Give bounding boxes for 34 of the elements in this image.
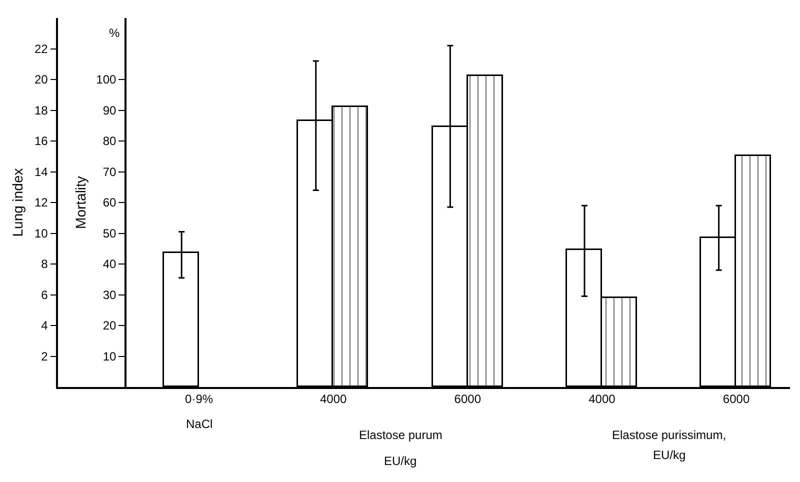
y-tick-label: 8 (41, 257, 48, 272)
text: Elastose purum (359, 428, 442, 442)
text: EU/kg (653, 448, 686, 462)
x-tick-label: 6000 (722, 392, 750, 406)
text: NaCl (186, 417, 213, 431)
annotation: % (109, 26, 120, 40)
y-tick-label: 6 (41, 288, 48, 302)
x-tick-label: 4000 (320, 392, 348, 406)
y-axis-title: Lung index (10, 168, 26, 237)
y2-tick-label: 30 (102, 288, 117, 302)
x-tick-label: 0·9% (185, 392, 214, 406)
y-tick-label: 14 (34, 164, 48, 179)
y-tick-label: 2 (41, 349, 48, 364)
y-tick-label: 18 (34, 103, 48, 118)
y2-tick-label: 10 (102, 349, 117, 364)
y2-tick-label: 20 (102, 318, 117, 333)
x-tick-label: 4000 (588, 392, 616, 406)
text: Elastose purissimum, (612, 428, 726, 442)
y-tick-label: 16 (34, 134, 48, 148)
y2-tick-label: 80 (102, 134, 117, 148)
x-tick-label: 6000 (454, 392, 482, 406)
y-tick-label: 12 (34, 196, 48, 210)
y-tick-label: 22 (34, 42, 48, 56)
y-tick-label: 20 (34, 72, 48, 87)
y2-tick-label: 40 (102, 257, 117, 272)
y-tick-label: 4 (41, 318, 48, 333)
y-tick-label: 10 (34, 226, 48, 240)
y2-tick-label: 100 (96, 72, 117, 87)
y2-axis-title: Mortality (72, 176, 88, 229)
y2-tick-label: 60 (102, 196, 117, 210)
text: EU/kg (384, 454, 417, 468)
y2-tick-label: 70 (102, 164, 117, 179)
y2-tick-label: 90 (102, 103, 117, 118)
y2-tick-label: 50 (102, 226, 117, 240)
